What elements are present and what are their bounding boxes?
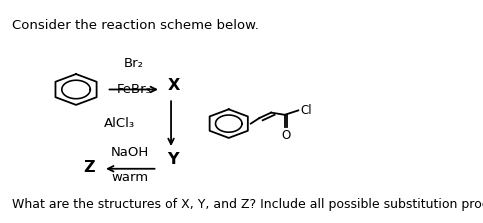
Text: What are the structures of X, Y, and Z? Include all possible substitution produc: What are the structures of X, Y, and Z? … xyxy=(12,198,483,211)
Text: Y: Y xyxy=(168,153,179,167)
Text: AlCl₃: AlCl₃ xyxy=(104,117,135,130)
Text: Br₂: Br₂ xyxy=(124,57,144,70)
Text: NaOH: NaOH xyxy=(111,146,149,159)
Text: FeBr₃: FeBr₃ xyxy=(116,83,151,96)
Text: Consider the reaction scheme below.: Consider the reaction scheme below. xyxy=(12,19,258,32)
Text: warm: warm xyxy=(112,171,149,184)
Text: Cl: Cl xyxy=(300,104,312,117)
Text: Z: Z xyxy=(83,160,95,175)
Text: O: O xyxy=(282,129,291,142)
Text: X: X xyxy=(168,78,180,93)
